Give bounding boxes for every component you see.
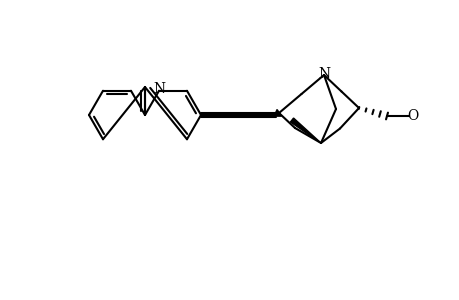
- Text: N: N: [317, 67, 330, 81]
- Text: N: N: [152, 82, 165, 96]
- Text: O: O: [407, 109, 418, 123]
- Polygon shape: [290, 118, 320, 143]
